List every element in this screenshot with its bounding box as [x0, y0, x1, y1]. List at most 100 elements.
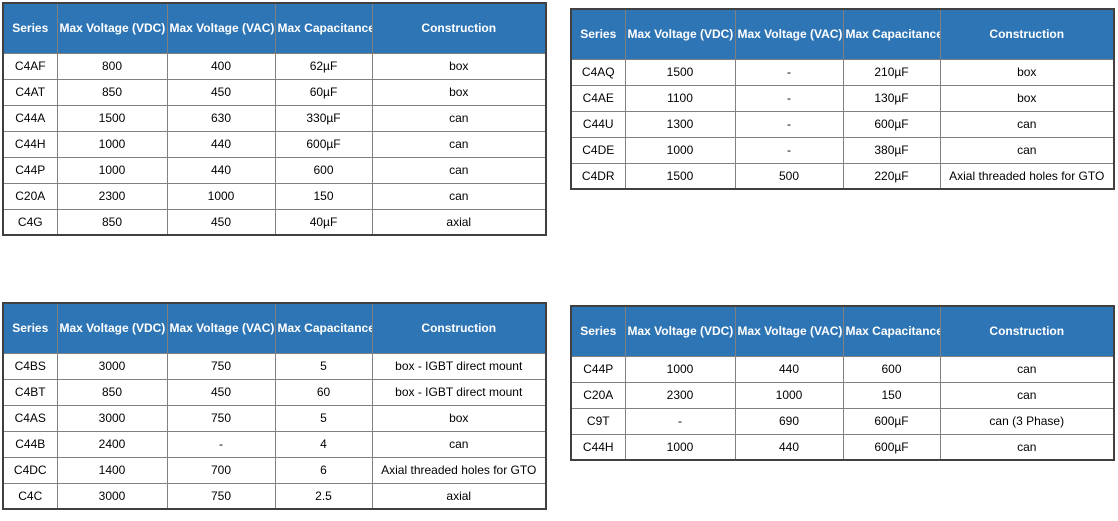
table-cell: 1100 [624, 84, 736, 112]
capacitor-table: Series Max Voltage (VDC) Max Voltage (VA… [570, 305, 1115, 461]
table-row: C44P 1000 440 600 can [2, 156, 547, 184]
table-cell: C4AT [2, 78, 58, 106]
table-cell: 1000 [56, 156, 168, 184]
table-cell: C44P [2, 156, 58, 184]
table-row: C9T -690 600µF can (3 Phase) [570, 407, 1115, 435]
table-cell: can [939, 381, 1115, 409]
table-row: C44B 2400-4 can [2, 430, 547, 458]
table-cell: C44H [2, 130, 58, 158]
table-cell: C4DR [570, 162, 626, 190]
table-row: C4AT 850 450 60µF box [2, 78, 547, 106]
table-cell: can (3 Phase) [939, 407, 1115, 435]
table-cell: box [939, 58, 1115, 86]
table-cell: C4BT [2, 378, 58, 406]
table-cell: 220µF [842, 162, 941, 190]
table-cell: 4 [274, 430, 373, 458]
table-cell: 440 [166, 156, 276, 184]
table-cell: can [939, 355, 1115, 383]
table-cell: 1500 [624, 162, 736, 190]
column-header-series: Series [570, 305, 626, 357]
table-cell: 6 [274, 456, 373, 484]
table-cell: 450 [166, 78, 276, 106]
table-cell: C44P [570, 355, 626, 383]
table-cell: C20A [570, 381, 626, 409]
table-cell: can [939, 136, 1115, 164]
table-row: C4BT 850 450 60 box - IGBT direct mount [2, 378, 547, 406]
table-row: C4BS 3000 750 5 box - IGBT direct mount [2, 352, 547, 380]
column-header-max-voltage-vac: Max Voltage (VAC) [166, 302, 276, 354]
table-cell: - [734, 84, 844, 112]
table-cell: C4AQ [570, 58, 626, 86]
table-cell: box [371, 78, 547, 106]
table-cell: 1400 [56, 456, 168, 484]
table-cell: 1300 [624, 110, 736, 138]
capacitor-table: Series Max Voltage (VDC) Max Voltage (VA… [570, 8, 1115, 190]
table-row: C44H 1000 440 600µF can [570, 433, 1115, 461]
table-cell: 2400 [56, 430, 168, 458]
table-cell: C20A [2, 182, 58, 210]
table-cell: C4AF [2, 52, 58, 80]
table-cell: 1000 [734, 381, 844, 409]
table-cell: C4C [2, 482, 58, 510]
column-header-max-voltage-vac: Max Voltage (VAC) [734, 8, 844, 60]
column-header-construction: Construction [939, 305, 1115, 357]
table-cell: 3000 [56, 482, 168, 510]
table-cell: 62µF [274, 52, 373, 80]
table-cell: 1000 [624, 136, 736, 164]
table-cell: 3000 [56, 352, 168, 380]
column-header-max-voltage-vac: Max Voltage (VAC) [734, 305, 844, 357]
table-cell: can [371, 130, 547, 158]
table-cell: C4AE [570, 84, 626, 112]
table-cell: - [624, 407, 736, 435]
table-row: C4C 3000 750 2.5 axial [2, 482, 547, 510]
table-cell: can [371, 104, 547, 132]
table-cell: Axial threaded holes for GTO [371, 456, 547, 484]
table-cell: can [371, 182, 547, 210]
table-cell: can [371, 156, 547, 184]
table-cell: box - IGBT direct mount [371, 378, 547, 406]
table-cell: 440 [734, 433, 844, 461]
column-header-max-capacitance: Max Capacitance [274, 2, 373, 54]
table-cell: 210µF [842, 58, 941, 86]
table-cell: 750 [166, 404, 276, 432]
table-cell: 600µF [842, 110, 941, 138]
capacitor-table-bottom-right: Series Max Voltage (VDC) Max Voltage (VA… [570, 305, 1115, 461]
table-cell: 690 [734, 407, 844, 435]
table-cell: 1000 [624, 355, 736, 383]
table-cell: 600µF [842, 407, 941, 435]
table-cell: box - IGBT direct mount [371, 352, 547, 380]
table-row: C20A 2300 1000 150 can [570, 381, 1115, 409]
table-cell: 60 [274, 378, 373, 406]
table-cell: 630 [166, 104, 276, 132]
table-cell: C4DC [2, 456, 58, 484]
table-cell: axial [371, 482, 547, 510]
table-cell: 40µF [274, 208, 373, 236]
table-row: C4AF 800 400 62µF box [2, 52, 547, 80]
table-cell: 750 [166, 352, 276, 380]
capacitor-table: Series Max Voltage (VDC) Max Voltage (VA… [2, 2, 547, 236]
table-cell: 450 [166, 378, 276, 406]
table-cell: C4BS [2, 352, 58, 380]
header-row: Series Max Voltage (VDC) Max Voltage (VA… [570, 8, 1115, 60]
table-row: C4DR 1500 500 220µF Axial threaded holes for… [570, 162, 1115, 190]
table-row: C44P 1000 440 600 can [570, 355, 1115, 383]
table-cell: 600 [274, 156, 373, 184]
table-row: C4AS 3000 750 5 box [2, 404, 547, 432]
table-cell: 2300 [56, 182, 168, 210]
table-cell: 850 [56, 78, 168, 106]
table-cell: 850 [56, 378, 168, 406]
table-cell: - [734, 110, 844, 138]
table-cell: 2300 [624, 381, 736, 409]
column-header-construction: Construction [371, 302, 547, 354]
table-cell: 2.5 [274, 482, 373, 510]
column-header-series: Series [2, 302, 58, 354]
table-cell: 600 [842, 355, 941, 383]
table-cell: 1000 [56, 130, 168, 158]
table-cell: 500 [734, 162, 844, 190]
table-cell: box [939, 84, 1115, 112]
table-cell: 600µF [842, 433, 941, 461]
table-cell: Axial threaded holes for GTO [939, 162, 1115, 190]
table-cell: 5 [274, 404, 373, 432]
table-cell: 400 [166, 52, 276, 80]
